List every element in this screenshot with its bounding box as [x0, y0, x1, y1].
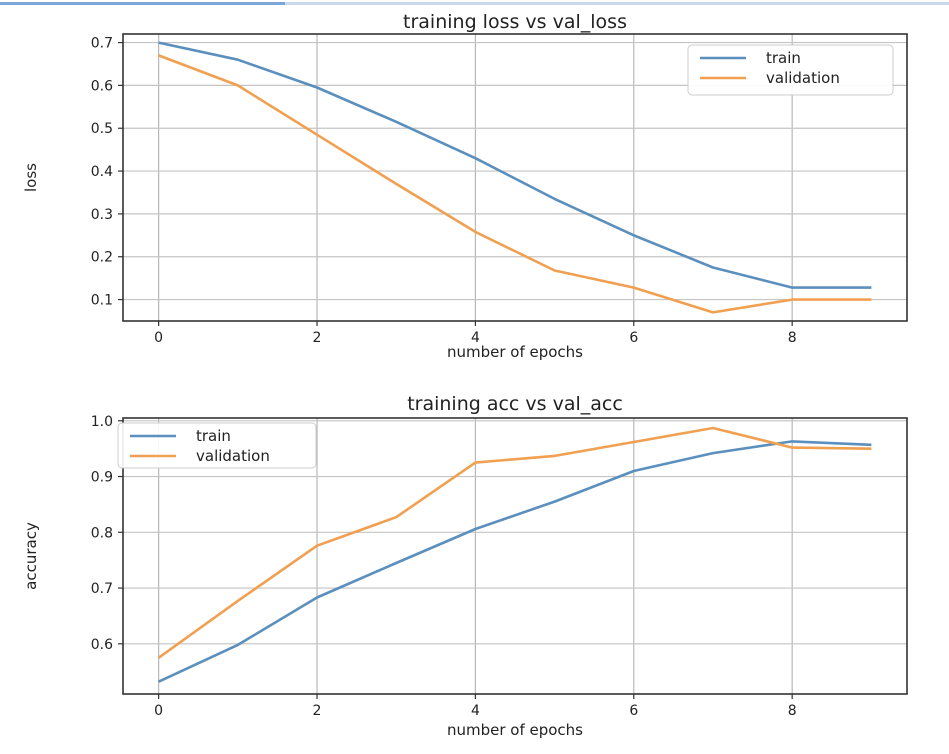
- x-tick-label: 2: [313, 703, 322, 719]
- y-axis-label: accuracy: [22, 522, 40, 590]
- x-tick-label: 4: [471, 330, 480, 346]
- legend-label: validation: [766, 69, 840, 87]
- y-axis-label: loss: [22, 163, 40, 192]
- y-tick-label: 0.7: [91, 581, 113, 597]
- chart-title: training acc vs val_acc: [407, 393, 623, 415]
- series-line-validation: [158, 54, 872, 314]
- y-tick-label: 0.3: [91, 207, 113, 223]
- x-tick-label: 8: [788, 703, 797, 719]
- y-tick-label: 0.2: [91, 250, 113, 266]
- x-axis-label: number of epochs: [447, 343, 583, 361]
- series-line-train: [158, 41, 872, 289]
- x-tick-label: 2: [313, 330, 322, 346]
- plot-frame: [122, 417, 908, 695]
- y-tick-label: 0.6: [91, 637, 113, 653]
- y-tick-label: 1.0: [91, 414, 113, 430]
- y-tick-label: 0.5: [91, 121, 113, 137]
- series-line-validation: [157, 426, 872, 659]
- chart-title: training loss vs val_loss: [403, 11, 627, 33]
- top-color-strip: [0, 0, 949, 10]
- legend: train validation: [687, 44, 894, 96]
- y-tick-label: 0.4: [91, 164, 113, 180]
- x-tick-label: 6: [629, 703, 638, 719]
- legend-label: validation: [196, 447, 270, 465]
- y-tick-label: 0.7: [91, 36, 113, 52]
- y-tick-label: 0.9: [91, 470, 113, 486]
- y-tick-label: 0.1: [91, 293, 113, 309]
- chart-1: 0 2 4 6 8 0.1 0.2 0.3 0.4 0.5 0.6 0.7 training loss …: [22, 11, 908, 361]
- x-axis-label: number of epochs: [447, 721, 583, 739]
- legend-label: train: [196, 427, 231, 445]
- plot-frame: [122, 33, 908, 322]
- x-tick-label: 0: [154, 330, 163, 346]
- x-tick-label: 0: [154, 703, 163, 719]
- legend: train validation: [117, 422, 317, 469]
- x-tick-label: 8: [788, 330, 797, 346]
- x-tick-label: 4: [471, 703, 480, 719]
- legend-label: train: [766, 49, 801, 67]
- series-line-train: [158, 440, 872, 683]
- x-tick-label: 6: [629, 330, 638, 346]
- y-tick-label: 0.6: [91, 78, 113, 94]
- chart-2: 0 2 4 6 8 0.6 0.7 0.8 0.9 1.0 training acc vs val_…: [22, 393, 908, 739]
- y-tick-label: 0.8: [91, 525, 113, 541]
